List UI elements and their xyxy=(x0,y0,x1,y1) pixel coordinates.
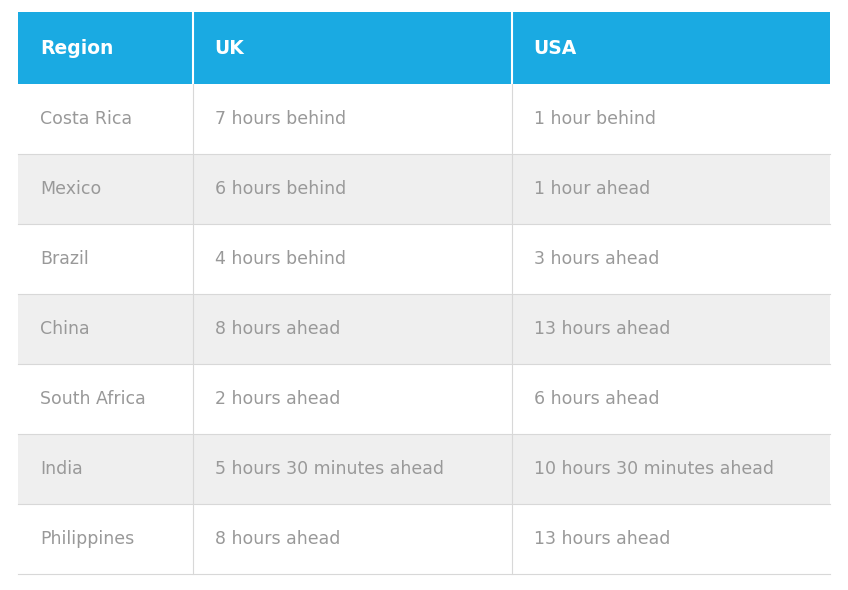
Text: India: India xyxy=(40,460,83,478)
Bar xyxy=(18,154,192,224)
Bar xyxy=(511,12,830,84)
Text: 6 hours behind: 6 hours behind xyxy=(215,180,346,198)
Bar xyxy=(18,434,192,504)
Bar xyxy=(511,294,830,364)
Bar xyxy=(18,12,192,84)
Bar xyxy=(192,154,511,224)
Text: China: China xyxy=(40,320,90,338)
Text: 13 hours ahead: 13 hours ahead xyxy=(533,530,670,548)
Text: Costa Rica: Costa Rica xyxy=(40,110,132,128)
Text: 6 hours ahead: 6 hours ahead xyxy=(533,390,659,408)
Bar xyxy=(18,364,192,434)
Text: 5 hours 30 minutes ahead: 5 hours 30 minutes ahead xyxy=(215,460,444,478)
Text: Philippines: Philippines xyxy=(40,530,134,548)
Bar xyxy=(18,504,192,574)
Bar xyxy=(192,224,511,294)
Text: 10 hours 30 minutes ahead: 10 hours 30 minutes ahead xyxy=(533,460,773,478)
Bar xyxy=(192,12,511,84)
Bar xyxy=(192,434,511,504)
Bar xyxy=(511,154,830,224)
Bar xyxy=(18,294,192,364)
Bar xyxy=(511,84,830,154)
Text: 3 hours ahead: 3 hours ahead xyxy=(533,250,659,268)
Text: 13 hours ahead: 13 hours ahead xyxy=(533,320,670,338)
Text: South Africa: South Africa xyxy=(40,390,146,408)
Text: Brazil: Brazil xyxy=(40,250,89,268)
Bar xyxy=(511,364,830,434)
Text: Region: Region xyxy=(40,38,114,57)
Bar xyxy=(18,224,192,294)
Text: 8 hours ahead: 8 hours ahead xyxy=(215,320,340,338)
Bar xyxy=(192,84,511,154)
Bar xyxy=(192,294,511,364)
Text: Mexico: Mexico xyxy=(40,180,101,198)
Text: 1 hour behind: 1 hour behind xyxy=(533,110,656,128)
Bar xyxy=(511,504,830,574)
Bar xyxy=(18,84,192,154)
Bar xyxy=(192,504,511,574)
Text: USA: USA xyxy=(533,38,577,57)
Text: 8 hours ahead: 8 hours ahead xyxy=(215,530,340,548)
Text: 2 hours ahead: 2 hours ahead xyxy=(215,390,340,408)
Bar xyxy=(511,224,830,294)
Text: 1 hour ahead: 1 hour ahead xyxy=(533,180,650,198)
Bar xyxy=(511,434,830,504)
Text: 7 hours behind: 7 hours behind xyxy=(215,110,346,128)
Bar xyxy=(192,364,511,434)
Text: UK: UK xyxy=(215,38,244,57)
Text: 4 hours behind: 4 hours behind xyxy=(215,250,346,268)
